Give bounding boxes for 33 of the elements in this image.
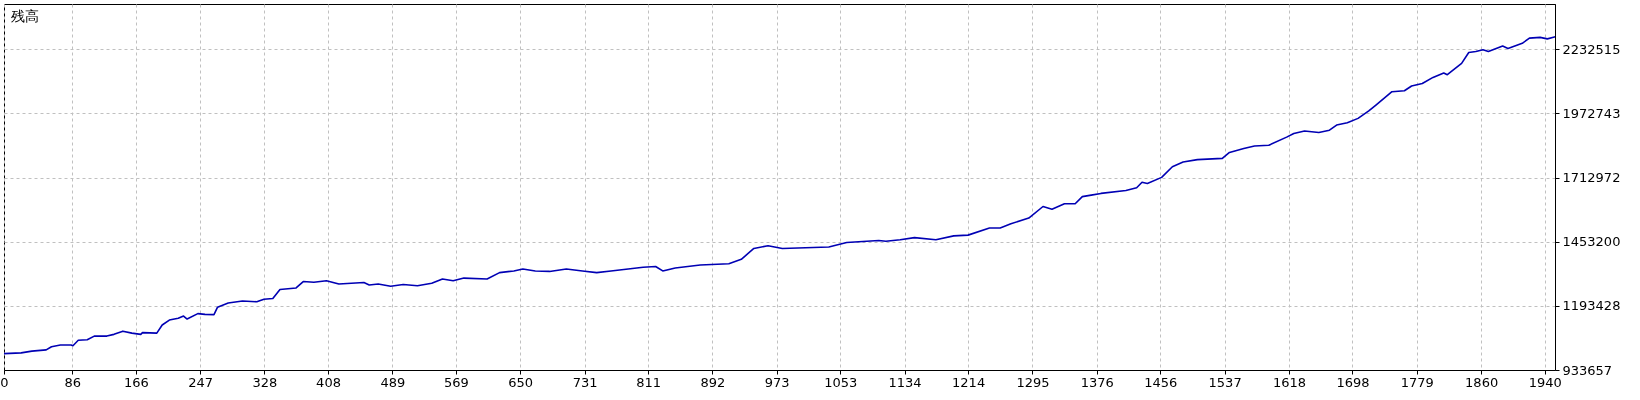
x-tick-label: 247	[188, 374, 214, 390]
x-tick-label: 86	[64, 374, 82, 390]
x-tick-label: 1053	[824, 374, 858, 390]
y-tick-label: 2232515	[1562, 41, 1621, 57]
x-tick-label: 1376	[1080, 374, 1114, 390]
x-tick-label: 892	[700, 374, 726, 390]
y-tick-label: 933657	[1562, 362, 1613, 378]
y-tick-label: 1193428	[1562, 298, 1621, 314]
x-tick-label: 1537	[1208, 374, 1242, 390]
x-tick-label: 1295	[1016, 374, 1050, 390]
x-tick-label: 1214	[952, 374, 986, 390]
x-tick-label: 0	[0, 374, 9, 390]
line-series	[4, 36, 1555, 355]
x-tick-label: 1456	[1144, 374, 1178, 390]
x-tick-label: 1698	[1336, 374, 1370, 390]
x-tick-label: 811	[636, 374, 661, 390]
y-tick-label: 1972743	[1562, 105, 1621, 121]
x-tick-label: 166	[123, 374, 149, 390]
x-tick-label: 1940	[1528, 374, 1562, 390]
y-tick-label: 1453200	[1562, 234, 1621, 250]
x-tick-label: 731	[572, 374, 598, 390]
x-tick-label: 1618	[1272, 374, 1306, 390]
chart-title: 残高	[11, 8, 39, 24]
x-tick-label: 328	[252, 374, 278, 390]
x-tick-label: 489	[380, 374, 406, 390]
x-tick-label: 973	[764, 374, 790, 390]
x-tick-label: 1860	[1465, 374, 1499, 390]
x-tick-label: 1779	[1400, 374, 1434, 390]
x-tick-label: 1134	[888, 374, 922, 390]
x-tick-label: 569	[443, 374, 469, 390]
y-tick-label: 1712972	[1562, 170, 1621, 186]
x-tick-label: 408	[316, 374, 341, 390]
x-tick-label: 650	[508, 374, 534, 390]
